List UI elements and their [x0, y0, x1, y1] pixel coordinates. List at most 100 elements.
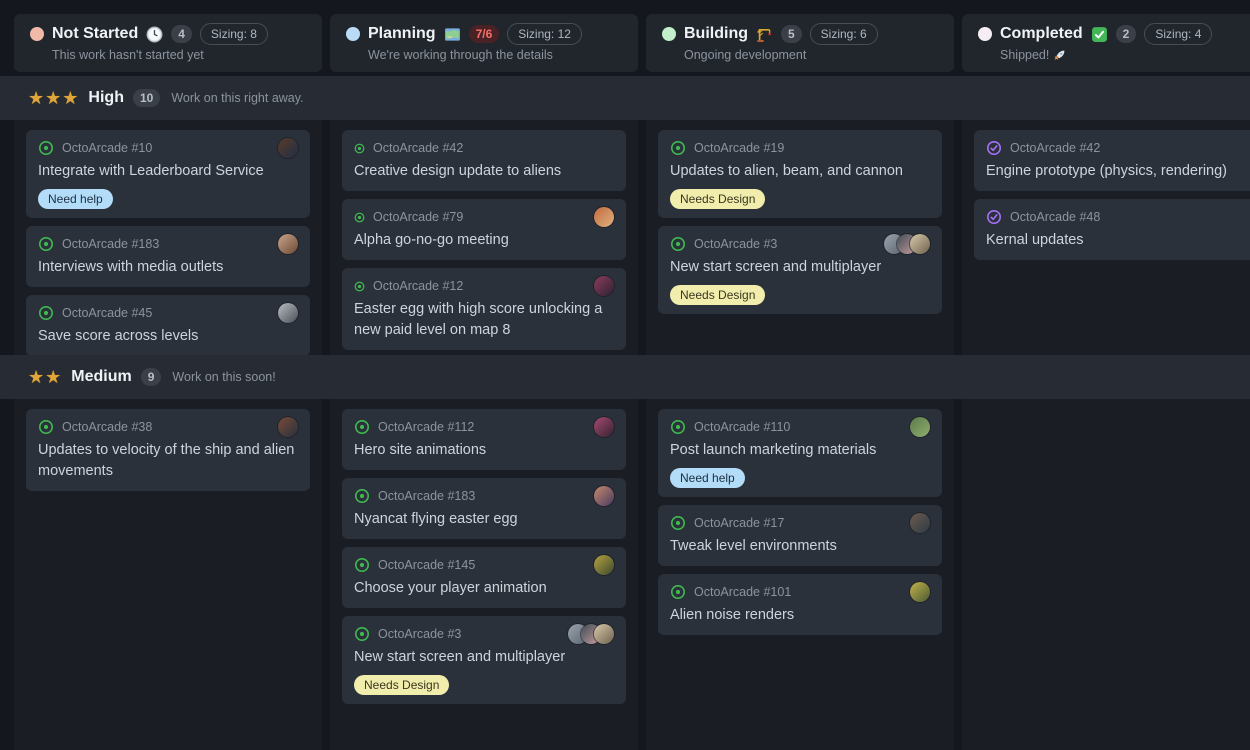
avatar-stack: [278, 138, 298, 158]
issue-card[interactable]: OctoArcade #145 Choose your player animat…: [342, 547, 626, 608]
issue-card[interactable]: OctoArcade #3 New start screen and multip…: [658, 226, 942, 314]
issue-title: Hero site animations: [354, 442, 487, 458]
column-subtitle-text: Ongoing development: [684, 48, 807, 62]
issue-card-meta: OctoArcade #3: [354, 624, 614, 644]
swimlane-medium: ★★ Medium 9 Work on this soon! OctoArcade #3…: [0, 355, 1250, 750]
board-cell-planning-high: OctoArcade #42 Creative design update to …: [330, 120, 638, 355]
issue-ref: OctoArcade #110: [694, 420, 791, 434]
issue-open-sm-icon: [354, 281, 365, 292]
column-subtitle-text: We're working through the details: [368, 48, 553, 62]
issue-ref: OctoArcade #10: [62, 141, 153, 155]
swimlane-high: ★★★ High 10 Work on this right away. OctoArc…: [0, 76, 1250, 355]
issue-open-icon: [670, 140, 686, 156]
issue-ref: OctoArcade #17: [694, 516, 785, 530]
issue-open-icon: [38, 419, 54, 435]
issue-card[interactable]: OctoArcade #42 Engine prototype (physics,…: [974, 130, 1250, 191]
avatar-stack: [594, 417, 614, 437]
issue-card[interactable]: OctoArcade #183 Nyancat flying easter egg: [342, 478, 626, 539]
column-header-completed[interactable]: Completed 2 Sizing: 4 Shipped!: [962, 14, 1250, 72]
issue-closed-icon: [986, 140, 1002, 156]
issue-card[interactable]: OctoArcade #17 Tweak level environments: [658, 505, 942, 566]
column-sizing-badge: Sizing: 8: [199, 23, 268, 45]
avatar-stack: [594, 555, 614, 575]
avatar-stack: [278, 303, 298, 323]
issue-card-meta: OctoArcade #79: [354, 207, 614, 227]
issue-ref: OctoArcade #12: [373, 279, 464, 293]
issue-card-meta: OctoArcade #183: [38, 234, 298, 254]
issue-card-meta: OctoArcade #145: [354, 555, 614, 575]
issue-card[interactable]: OctoArcade #3 New start screen and multip…: [342, 616, 626, 704]
avatar-stack: [910, 417, 930, 437]
issue-open-icon: [670, 584, 686, 600]
avatar-stack: [884, 234, 930, 254]
column-title: Building: [684, 25, 748, 42]
issue-card-meta: OctoArcade #45: [38, 303, 298, 323]
issue-card-meta: OctoArcade #3: [670, 234, 930, 254]
issue-ref: OctoArcade #42: [1010, 141, 1101, 155]
issue-card-meta: OctoArcade #12: [354, 276, 614, 296]
column-status-dot: [662, 27, 676, 41]
column-header-not-started[interactable]: Not Started 4 Sizing: 8 This work hasn't st…: [14, 14, 322, 72]
issue-title: Post launch marketing materials: [670, 442, 877, 458]
issue-card[interactable]: OctoArcade #12 Easter egg with high score…: [342, 268, 626, 350]
avatar: [278, 303, 298, 323]
avatar-stack: [594, 276, 614, 296]
issue-card-meta: OctoArcade #48: [986, 207, 1246, 227]
avatar-stack: [594, 486, 614, 506]
issue-card[interactable]: OctoArcade #38 Updates to velocity of the…: [26, 409, 310, 491]
issue-ref: OctoArcade #112: [378, 420, 475, 434]
issue-open-icon: [354, 419, 370, 435]
board-cell-completed-high: OctoArcade #42 Engine prototype (physics,…: [962, 120, 1250, 355]
issue-card[interactable]: OctoArcade #112 Hero site animations: [342, 409, 626, 470]
issue-ref: OctoArcade #45: [62, 306, 153, 320]
avatar-stack: [568, 624, 614, 644]
issue-open-icon: [670, 515, 686, 531]
avatar: [910, 582, 930, 602]
issue-ref: OctoArcade #48: [1010, 210, 1101, 224]
avatar: [278, 417, 298, 437]
issue-card-meta: OctoArcade #110: [670, 417, 930, 437]
issue-card[interactable]: OctoArcade #110 Post launch marketing mat…: [658, 409, 942, 497]
column-header-building[interactable]: Building 5 Sizing: 6 Ongoing development: [646, 14, 954, 72]
issue-card[interactable]: OctoArcade #42 Creative design update to …: [342, 130, 626, 191]
column-title-row: Planning 7/6 Sizing: 12: [346, 23, 624, 45]
issue-closed-icon: [986, 209, 1002, 225]
board-cell-completed-medium: [962, 399, 1250, 750]
avatar: [594, 207, 614, 227]
column-title-row: Building 5 Sizing: 6: [662, 23, 940, 45]
issue-card[interactable]: OctoArcade #19 Updates to alien, beam, an…: [658, 130, 942, 218]
column-title: Not Started: [52, 25, 139, 42]
avatar-stack: [910, 513, 930, 533]
issue-ref: OctoArcade #183: [378, 489, 476, 503]
check-button-icon: [1091, 26, 1108, 43]
column-header-planning[interactable]: Planning 7/6 Sizing: 12 We're working throu…: [330, 14, 638, 72]
world-map-icon: [444, 26, 461, 43]
issue-title: Updates to velocity of the ship and alie…: [38, 442, 295, 479]
avatar: [594, 276, 614, 296]
issue-card-meta: OctoArcade #17: [670, 513, 930, 533]
issue-card[interactable]: OctoArcade #101 Alien noise renders: [658, 574, 942, 635]
issue-card[interactable]: OctoArcade #79 Alpha go-no-go meeting: [342, 199, 626, 260]
avatar: [910, 513, 930, 533]
issue-open-icon: [354, 557, 370, 573]
avatar: [910, 417, 930, 437]
issue-card[interactable]: OctoArcade #183 Interviews with media out…: [26, 226, 310, 287]
issue-card[interactable]: OctoArcade #10 Integrate with Leaderboard…: [26, 130, 310, 218]
swimlane-header-high[interactable]: ★★★ High 10 Work on this right away.: [0, 76, 1250, 120]
issue-label: Need help: [670, 468, 745, 488]
issue-card[interactable]: OctoArcade #48 Kernal updates: [974, 199, 1250, 260]
issue-ref: OctoArcade #3: [694, 237, 778, 251]
issue-ref: OctoArcade #145: [378, 558, 476, 572]
issue-title: Updates to alien, beam, and cannon: [670, 163, 903, 179]
avatar-stack: [594, 207, 614, 227]
column-status-dot: [978, 27, 992, 41]
issue-title: New start screen and multiplayer: [670, 259, 882, 275]
board-cell-planning-medium: OctoArcade #112 Hero site animations OctoA…: [330, 399, 638, 750]
issue-open-icon: [670, 419, 686, 435]
issue-card-meta: OctoArcade #38: [38, 417, 298, 437]
issue-title: Save score across levels: [38, 328, 199, 344]
column-title: Completed: [1000, 25, 1083, 42]
issue-card[interactable]: OctoArcade #45 Save score across levels: [26, 295, 310, 355]
swimlane-header-medium[interactable]: ★★ Medium 9 Work on this soon!: [0, 355, 1250, 399]
issue-open-sm-icon: [354, 143, 365, 154]
